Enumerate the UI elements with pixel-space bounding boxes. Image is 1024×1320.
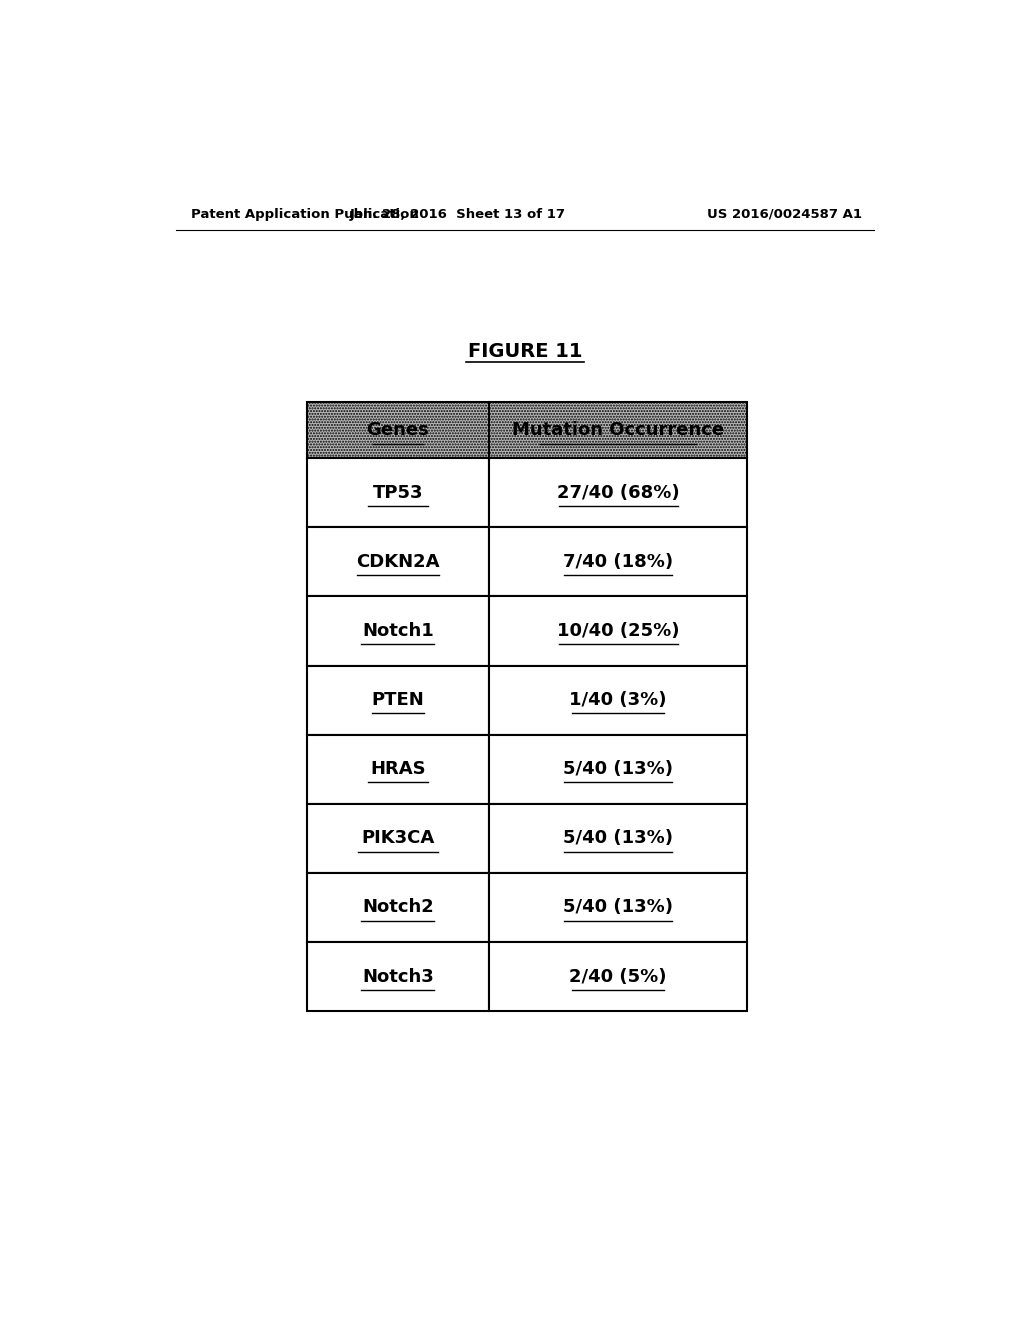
- Bar: [306, 665, 489, 735]
- Text: TP53: TP53: [373, 484, 423, 502]
- Text: US 2016/0024587 A1: US 2016/0024587 A1: [708, 207, 862, 220]
- Bar: [306, 458, 489, 528]
- Text: HRAS: HRAS: [370, 760, 426, 779]
- Text: 10/40 (25%): 10/40 (25%): [557, 622, 680, 640]
- Bar: [489, 735, 748, 804]
- Bar: [489, 528, 748, 597]
- Text: CDKN2A: CDKN2A: [356, 553, 439, 572]
- Bar: [306, 942, 489, 1011]
- Text: Mutation Occurrence: Mutation Occurrence: [512, 421, 724, 440]
- Text: 5/40 (13%): 5/40 (13%): [563, 899, 673, 916]
- Bar: [489, 942, 748, 1011]
- Text: 7/40 (18%): 7/40 (18%): [563, 553, 673, 572]
- Text: 5/40 (13%): 5/40 (13%): [563, 829, 673, 847]
- Text: PTEN: PTEN: [372, 692, 424, 709]
- Bar: [306, 403, 748, 458]
- Text: 1/40 (3%): 1/40 (3%): [569, 692, 667, 709]
- Bar: [306, 597, 489, 665]
- Text: Genes: Genes: [367, 421, 429, 440]
- Bar: [306, 735, 489, 804]
- Text: 2/40 (5%): 2/40 (5%): [569, 968, 667, 986]
- Bar: [489, 873, 748, 942]
- Text: Notch2: Notch2: [362, 899, 434, 916]
- Text: FIGURE 11: FIGURE 11: [468, 342, 582, 360]
- Bar: [489, 665, 748, 735]
- Text: PIK3CA: PIK3CA: [361, 829, 434, 847]
- Text: 27/40 (68%): 27/40 (68%): [557, 484, 680, 502]
- Text: Patent Application Publication: Patent Application Publication: [191, 207, 419, 220]
- Text: Jan. 28, 2016  Sheet 13 of 17: Jan. 28, 2016 Sheet 13 of 17: [349, 207, 565, 220]
- Bar: [306, 804, 489, 873]
- Text: Notch1: Notch1: [362, 622, 434, 640]
- Bar: [306, 528, 489, 597]
- Bar: [489, 458, 748, 528]
- Bar: [489, 597, 748, 665]
- Bar: [489, 804, 748, 873]
- Bar: [306, 873, 489, 942]
- Text: Notch3: Notch3: [362, 968, 434, 986]
- Text: 5/40 (13%): 5/40 (13%): [563, 760, 673, 779]
